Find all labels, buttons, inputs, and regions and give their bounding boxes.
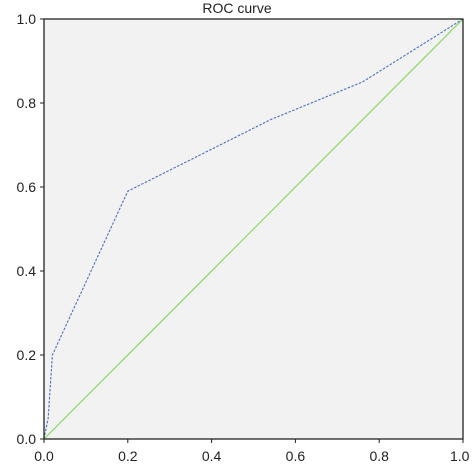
x-tick-label: 0.0 — [34, 448, 54, 464]
x-tick-label: 0.4 — [202, 448, 222, 464]
x-axis: 0.0 0.2 0.4 0.6 0.8 1.0 — [34, 439, 470, 464]
reference-diagonal-line — [43, 18, 464, 440]
y-tick-label: 0.0 — [17, 431, 37, 447]
y-axis: 0.0 0.2 0.4 0.6 0.8 1.0 — [17, 11, 44, 447]
roc-curve-line — [43, 18, 464, 440]
x-tick-label: 0.6 — [286, 448, 306, 464]
x-tick-label: 1.0 — [450, 448, 470, 464]
y-tick-label: 0.2 — [17, 347, 37, 363]
x-tick-label: 0.2 — [118, 448, 138, 464]
y-tick-label: 0.8 — [17, 95, 37, 111]
y-tick-label: 0.4 — [17, 263, 37, 279]
plot-frame — [43, 18, 464, 440]
series-layer — [43, 18, 464, 440]
y-tick-label: 0.6 — [17, 179, 37, 195]
x-tick-label: 0.8 — [369, 448, 389, 464]
y-tick-label: 1.0 — [17, 11, 37, 27]
chart-title: ROC curve — [202, 0, 271, 16]
